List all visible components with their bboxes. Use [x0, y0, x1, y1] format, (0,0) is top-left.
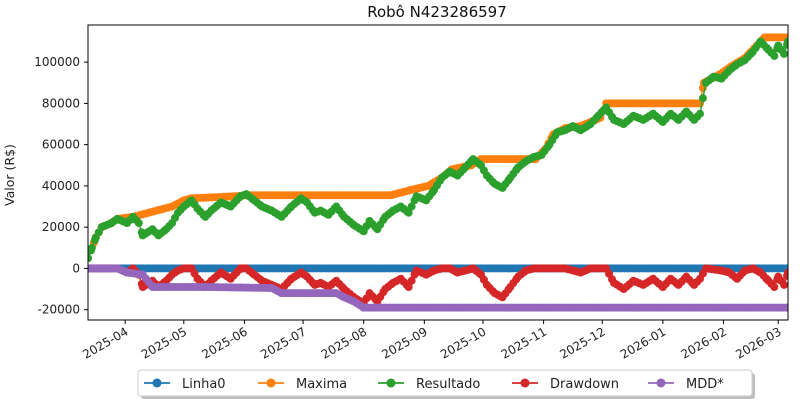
x-tick-label: 2026-01	[618, 324, 668, 361]
x-tick-label: 2025-08	[319, 324, 369, 361]
series-line-maxima	[88, 36, 788, 259]
series-layer	[88, 33, 788, 312]
legend-marker	[656, 378, 666, 388]
y-tick-label: 60000	[42, 138, 80, 152]
data-point-drawdown	[780, 280, 788, 289]
legend-marker	[386, 378, 396, 388]
legend-item-resultado: Resultado	[378, 377, 480, 392]
data-point-resultado	[407, 202, 416, 211]
legend-item-maxima: Maxima	[258, 377, 347, 392]
x-tick-label: 2025-07	[258, 324, 308, 361]
data-point-resultado	[698, 94, 707, 103]
series-maxima	[88, 33, 788, 263]
data-point-drawdown	[770, 282, 779, 291]
legend-item-mdd: MDD*	[648, 377, 724, 392]
x-tick-label: 2025-04	[80, 324, 130, 361]
legend-marker	[520, 378, 530, 388]
legend-marker	[266, 378, 276, 388]
legend-label: Drawdown	[550, 377, 619, 392]
y-tick-label: 20000	[42, 220, 80, 234]
legend: Linha0 Maxima Resultado Drawdown MDD*	[137, 369, 755, 399]
data-point-drawdown	[404, 282, 413, 291]
data-point-resultado	[404, 208, 413, 217]
y-axis-label: Valor (R$)	[2, 144, 17, 206]
data-point-resultado	[696, 109, 705, 118]
legend-box	[137, 369, 753, 397]
legend-item-linha0: Linha0	[144, 377, 226, 392]
data-point-resultado	[770, 51, 779, 60]
data-point-resultado	[88, 254, 92, 263]
plot-frame	[87, 24, 789, 321]
y-tick-label: 100000	[34, 55, 80, 69]
data-point-resultado	[784, 37, 788, 46]
chart-title: Robô N423286597	[367, 3, 507, 21]
plot-area: -20000 0 20000 40000 60000 80000 100000 2025-04…	[34, 24, 789, 362]
series-resultado	[88, 37, 788, 263]
data-point-resultado	[134, 219, 143, 228]
x-tick-label: 2025-09	[379, 324, 429, 361]
legend-label: Resultado	[416, 377, 480, 392]
data-point-resultado	[780, 49, 788, 58]
x-tick-label: 2025-11	[499, 324, 549, 361]
data-point-drawdown	[407, 276, 416, 285]
x-tick-label: 2025-05	[139, 324, 189, 361]
x-tick-label: 2025-12	[557, 324, 607, 361]
legend-item-drawdown: Drawdown	[512, 377, 619, 392]
series-line-resultado	[88, 40, 788, 259]
series-mdd	[88, 264, 788, 312]
x-tick-label: 2026-02	[679, 324, 729, 361]
data-point-drawdown	[784, 268, 788, 277]
y-tick-label: 0	[72, 261, 80, 275]
legend-label: MDD*	[686, 377, 724, 392]
x-tick-label: 2025-10	[438, 324, 488, 361]
y-tick-label: -20000	[37, 303, 80, 317]
legend-label: Linha0	[182, 377, 226, 392]
legend-marker	[152, 378, 162, 388]
y-tick-label: 40000	[42, 179, 80, 193]
data-point-mdd	[784, 303, 788, 312]
x-tick-label: 2025-06	[200, 324, 250, 361]
legend-label: Maxima	[296, 377, 347, 392]
x-tick-label: 2026-03	[733, 324, 783, 361]
data-point-resultado	[88, 243, 96, 252]
y-tick-label: 80000	[42, 96, 80, 110]
